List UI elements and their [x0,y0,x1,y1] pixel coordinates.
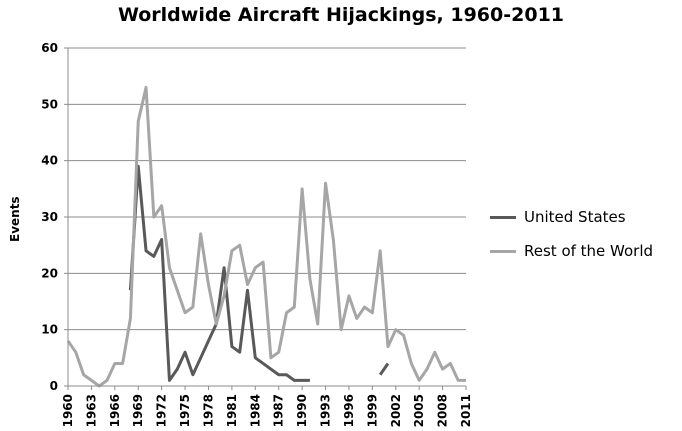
series-lines [66,85,466,388]
x-tick-label-1984: 1984 [248,394,262,427]
y-tick-label-30: 30 [41,210,58,224]
x-tick-label-1996: 1996 [342,394,356,427]
x-tick-label-2011: 2011 [459,394,473,427]
x-tick-label-1987: 1987 [272,394,286,427]
x-tick-label-1963: 1963 [84,394,98,427]
y-axis-ticks: 0 10 20 30 40 50 60 [41,41,68,393]
x-tick-label-2005: 2005 [412,394,426,427]
y-tick-label-10: 10 [41,323,58,337]
y-tick-label-40: 40 [41,154,58,168]
x-tick-label-1960: 1960 [61,394,75,427]
y-tick-label-0: 0 [50,379,58,393]
x-axis-ticks: 1960 1963 1966 1969 1972 1975 1978 1981 1984 1987… [61,386,473,427]
x-tick-label-1999: 1999 [365,394,379,427]
legend-swatch-united-states [490,216,516,219]
y-axis-label: Events [8,196,22,242]
series-line-united-states-segment-0 [128,164,310,382]
x-tick-label-1966: 1966 [108,394,122,427]
legend-item-rest-of-the-world: Rest of the World [490,242,653,260]
x-tick-label-1975: 1975 [178,394,192,427]
x-tick-label-2002: 2002 [389,394,403,427]
chart-title: Worldwide Aircraft Hijackings, 1960-2011 [117,4,565,26]
y-tick-label-60: 60 [41,41,58,55]
legend-label-united-states: United States [524,208,626,226]
legend-swatch-rest-of-the-world [490,250,516,253]
x-tick-label-1990: 1990 [295,394,309,427]
x-tick-label-1972: 1972 [155,394,169,427]
x-tick-label-2008: 2008 [436,394,450,427]
x-tick-label-1993: 1993 [319,394,333,427]
legend-item-united-states: United States [490,208,626,226]
x-tick-label-1969: 1969 [131,394,145,427]
x-tick-label-1981: 1981 [225,394,239,427]
x-tick-label-1978: 1978 [201,394,215,427]
gridlines [68,47,466,331]
legend-label-rest-of-the-world: Rest of the World [524,242,654,260]
series-line-united-states-segment-1 [378,362,390,376]
y-tick-label-20: 20 [41,266,58,280]
y-tick-label-50: 50 [41,97,58,111]
series-line-rest-of-the-world-segment-0 [66,85,466,388]
